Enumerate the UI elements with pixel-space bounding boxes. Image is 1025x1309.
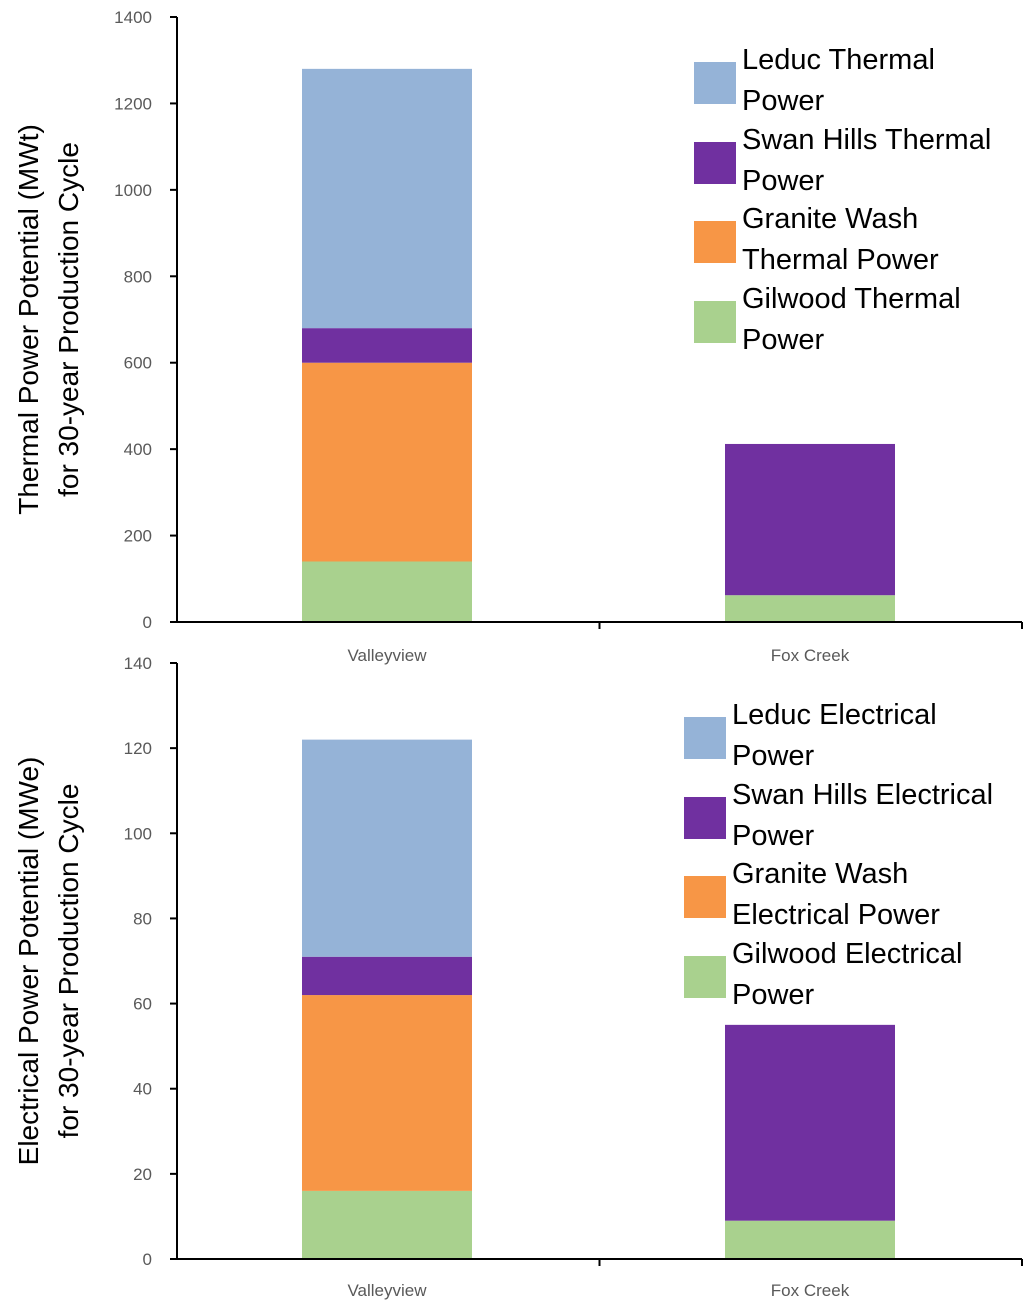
y-tick-label: 600 [124, 354, 152, 373]
bar-segment [302, 328, 472, 363]
y-tick-label: 0 [143, 1250, 152, 1269]
y-tick-label: 400 [124, 440, 152, 459]
y-tick-label: 120 [124, 739, 152, 758]
y-axis-title: Electrical Power Potential (MWe) [13, 757, 44, 1166]
legend-label: Granite Wash [732, 858, 908, 890]
legend: Leduc Electrical Power Swan Hills Electric… [684, 699, 993, 1011]
legend-swatch [684, 876, 726, 918]
y-tick-label: 100 [124, 824, 152, 843]
legend: Leduc Thermal Power Swan Hills Thermal Powe… [694, 44, 991, 356]
legend-label: Power [742, 324, 825, 356]
x-tick-label: Valleyview [347, 646, 427, 665]
y-tick-label: 0 [143, 613, 152, 632]
legend-swatch [684, 717, 726, 759]
bar-segment [725, 1220, 895, 1259]
bar-segment [302, 561, 472, 622]
legend-label: Swan Hills Thermal [742, 124, 991, 156]
y-tick-label: 200 [124, 527, 152, 546]
x-tick-label: Fox Creek [771, 1281, 850, 1300]
y-axis-title: Thermal Power Potential (MWt) [13, 124, 44, 515]
chart-panel-2: 0 20 40 60 80 100 120 140 Valleyview Fox Creek Ele… [13, 654, 1023, 1300]
x-tick-label: Fox Creek [771, 646, 850, 665]
legend-label: Thermal Power [742, 244, 939, 276]
bar-segment [302, 68, 472, 329]
y-tick-label: 40 [133, 1080, 152, 1099]
legend-label: Power [732, 740, 815, 772]
bar-segment [725, 443, 895, 596]
bar-segment [302, 956, 472, 996]
bar-segment [302, 995, 472, 1191]
legend-swatch [684, 956, 726, 998]
legend-label: Power [742, 85, 825, 117]
bar-segment [302, 362, 472, 562]
y-tick-label: 80 [133, 909, 152, 928]
legend-swatch [694, 142, 736, 184]
legend-label: Power [742, 165, 825, 197]
legend-label: Swan Hills Electrical [732, 779, 993, 811]
bar-segment [302, 1190, 472, 1259]
x-tick-label: Valleyview [347, 1281, 427, 1300]
y-tick-label: 1400 [114, 8, 152, 27]
bar-segment [725, 1024, 895, 1221]
y-tick-label: 800 [124, 267, 152, 286]
legend-label: Granite Wash [742, 203, 918, 235]
legend-label: Leduc Electrical [732, 699, 937, 731]
bar-segment [302, 739, 472, 957]
y-axis-title: for 30-year Production Cycle [53, 784, 84, 1139]
legend-swatch [684, 797, 726, 839]
bar-segment [725, 595, 895, 622]
y-tick-label: 1000 [114, 181, 152, 200]
y-axis-title: for 30-year Production Cycle [53, 142, 84, 497]
legend-label: Gilwood Electrical [732, 938, 962, 970]
legend-swatch [694, 221, 736, 263]
legend-swatch [694, 301, 736, 343]
legend-swatch [694, 62, 736, 104]
legend-label: Leduc Thermal [742, 44, 935, 76]
legend-label: Power [732, 979, 815, 1011]
y-tick-label: 1200 [114, 94, 152, 113]
legend-label: Electrical Power [732, 899, 940, 931]
y-tick-label: 60 [133, 995, 152, 1014]
y-tick-label: 20 [133, 1165, 152, 1184]
legend-label: Power [732, 820, 815, 852]
legend-label: Gilwood Thermal [742, 283, 961, 315]
chart-panel-1: 0 200 400 600 800 1000 1200 1400 Valleyview Fox C… [13, 8, 1023, 665]
y-tick-label: 140 [124, 654, 152, 673]
